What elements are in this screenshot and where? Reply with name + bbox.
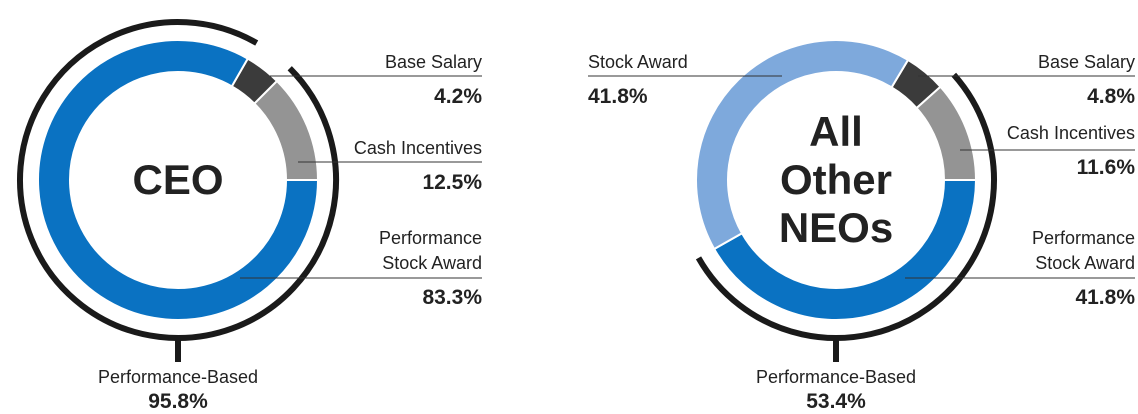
performance-name: Performance-Based <box>755 367 917 387</box>
center-title: CEO <box>132 156 224 203</box>
performance-value: 53.4% <box>806 390 866 413</box>
segment-name: Performance Stock Award <box>378 228 482 273</box>
segment-label: Performance Stock Award 41.8% <box>995 226 1135 310</box>
performance-name: Performance-Based <box>97 367 259 387</box>
performance-label: Performance-Based 95.8% <box>58 366 298 414</box>
performance-value: 95.8% <box>148 390 208 413</box>
donut-segment <box>712 179 978 321</box>
segment-value: 12.5% <box>422 171 482 194</box>
segment-value: 11.6% <box>1076 156 1135 179</box>
performance-label: Performance-Based 53.4% <box>716 366 956 414</box>
donut-segment <box>37 39 320 321</box>
segment-value: 41.8% <box>1075 286 1135 309</box>
segment-value: 4.2% <box>434 85 482 108</box>
performance-tick <box>833 338 839 362</box>
segment-value: 83.3% <box>422 286 482 309</box>
performance-arc <box>17 19 339 341</box>
donut-segment <box>695 39 910 251</box>
segment-label: Cash Incentives 11.6% <box>1007 121 1135 180</box>
segment-label: Base Salary 4.2% <box>385 50 482 109</box>
donut-segment <box>915 85 978 181</box>
segment-name: Stock Award <box>588 52 688 72</box>
segment-label: Performance Stock Award 83.3% <box>342 226 482 310</box>
segment-name: Cash Incentives <box>1006 123 1135 143</box>
performance-tick <box>175 338 181 362</box>
segment-label: Stock Award 41.8% <box>588 50 688 109</box>
center-title: All Other NEOs <box>778 108 894 251</box>
segment-name: Base Salary <box>384 52 482 72</box>
segment-name: Base Salary <box>1037 52 1135 72</box>
segment-name: Performance Stock Award <box>1031 228 1135 273</box>
segment-label: Base Salary 4.8% <box>1038 50 1135 109</box>
segment-name: Cash Incentives <box>353 138 482 158</box>
performance-arc <box>695 72 997 341</box>
segment-value: 4.8% <box>1087 85 1135 108</box>
segment-label: Cash Incentives 12.5% <box>354 136 482 195</box>
segment-value: 41.8% <box>588 85 648 108</box>
